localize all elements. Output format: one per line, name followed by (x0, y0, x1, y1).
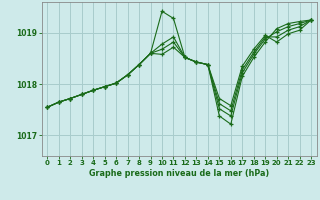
X-axis label: Graphe pression niveau de la mer (hPa): Graphe pression niveau de la mer (hPa) (89, 169, 269, 178)
